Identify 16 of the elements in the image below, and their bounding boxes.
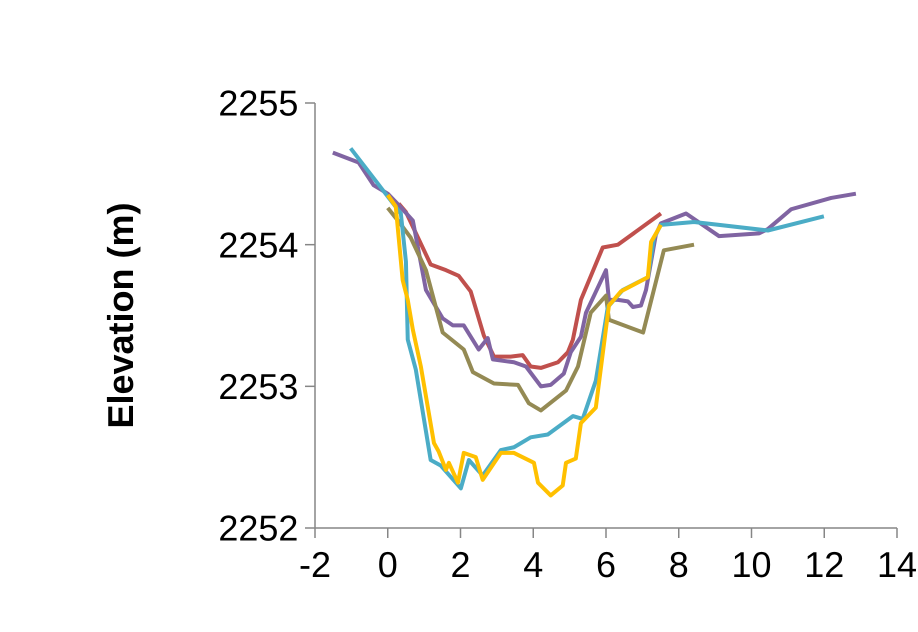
x-tick-label: 6: [596, 544, 616, 585]
x-tick-label: 14: [876, 544, 918, 585]
x-tick-label: -2: [298, 544, 332, 585]
x-tick-label: 8: [668, 544, 689, 585]
y-axis-title: Elevation (m): [100, 202, 141, 429]
x-tick-label: 12: [804, 544, 844, 585]
y-tick-label: 2253: [218, 366, 298, 407]
y-tick-label: 2255: [218, 82, 298, 124]
line-series: [386, 206, 696, 412]
x-tick-label: 4: [523, 544, 544, 585]
y-tick-label: 2254: [218, 224, 298, 266]
x-tick-label: 0: [378, 544, 398, 585]
line-series: [386, 193, 663, 498]
x-tick-label: 10: [731, 544, 772, 585]
y-tick-label: 2252: [218, 508, 298, 549]
x-tick-label: 2: [450, 544, 471, 585]
